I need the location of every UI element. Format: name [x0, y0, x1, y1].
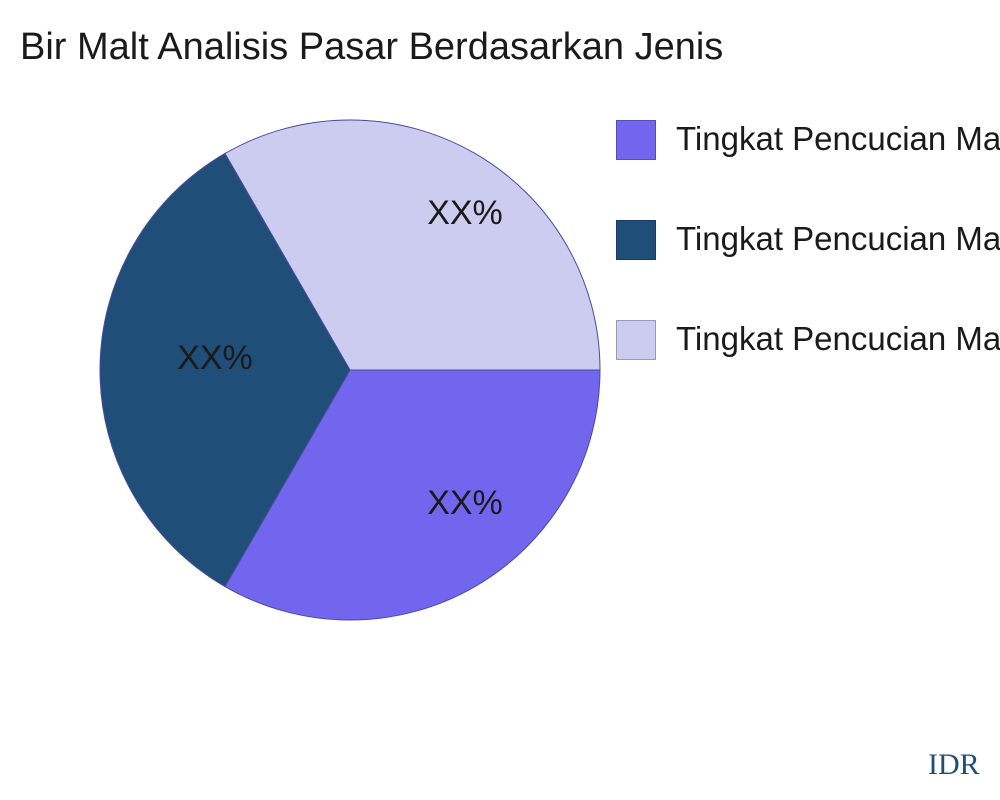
svg-text:XX%: XX%: [427, 484, 503, 522]
svg-text:XX%: XX%: [427, 194, 503, 232]
svg-text:XX%: XX%: [177, 339, 253, 377]
